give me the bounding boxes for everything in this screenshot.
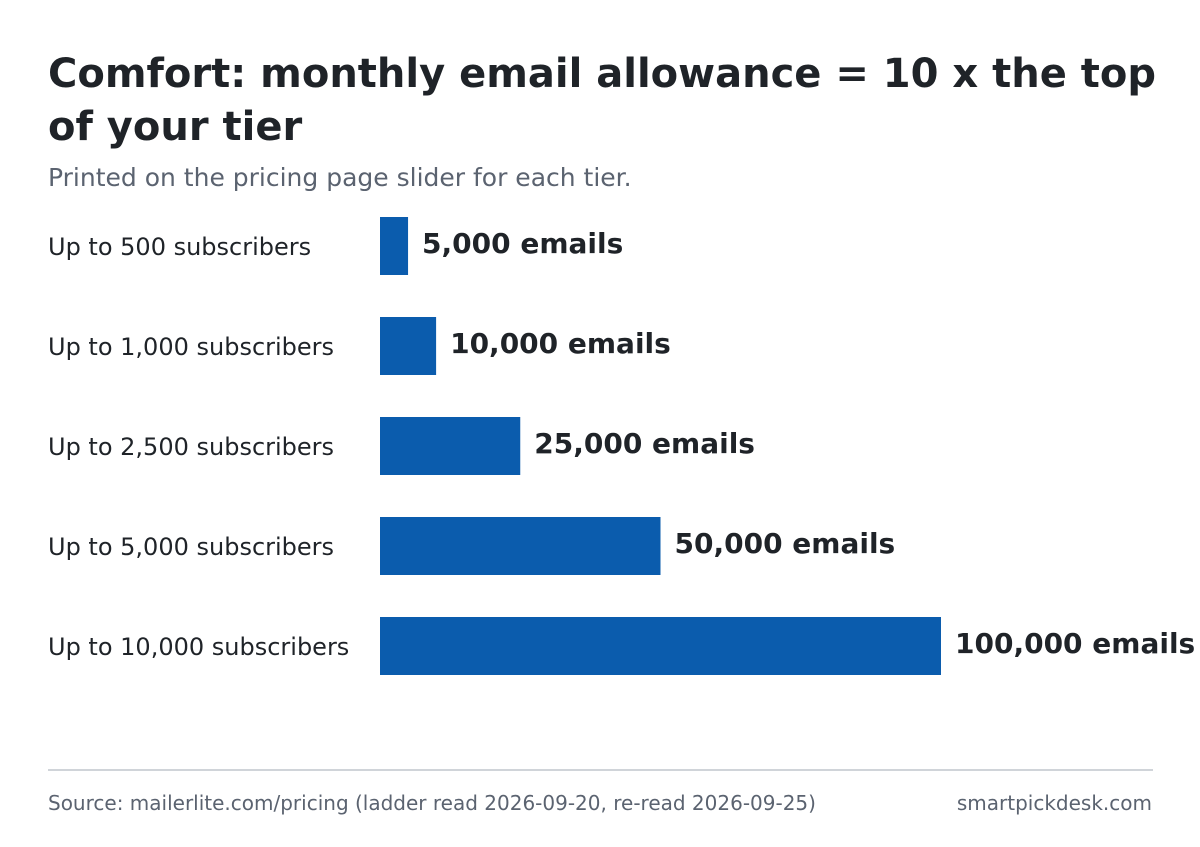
value-label-1: 10,000 emails xyxy=(450,327,671,360)
category-label-3: Up to 5,000 subscribers xyxy=(48,533,334,561)
category-label-1: Up to 1,000 subscribers xyxy=(48,333,334,361)
bar-4 xyxy=(380,617,941,675)
bar-2 xyxy=(380,417,521,475)
value-labels-group: 5,000 emails 10,000 emails 25,000 emails 50… xyxy=(422,227,1195,660)
category-labels-group: Up to 500 subscribers Up to 1,000 subscri… xyxy=(48,233,349,661)
category-label-4: Up to 10,000 subscribers xyxy=(48,633,349,661)
site-brand: smartpickdesk.com xyxy=(956,791,1152,815)
value-label-2: 25,000 emails xyxy=(534,427,755,460)
bar-3 xyxy=(380,517,661,575)
footer-divider xyxy=(48,769,1153,771)
bar-0 xyxy=(380,217,409,275)
category-label-2: Up to 2,500 subscribers xyxy=(48,433,334,461)
chart-subtitle: Printed on the pricing page slider for e… xyxy=(48,163,632,192)
value-label-3: 50,000 emails xyxy=(675,527,896,560)
bars-group xyxy=(380,217,941,675)
bar-1 xyxy=(380,317,437,375)
source-note: Source: mailerlite.com/pricing (ladder r… xyxy=(48,791,816,815)
value-label-4: 100,000 emails xyxy=(955,627,1195,660)
category-label-0: Up to 500 subscribers xyxy=(48,233,311,261)
value-label-0: 5,000 emails xyxy=(422,227,623,260)
bar-chart: Up to 500 subscribers Up to 1,000 subscri… xyxy=(48,217,1195,675)
chart-title: Comfort: monthly email allowance = 10 x … xyxy=(48,51,1156,150)
